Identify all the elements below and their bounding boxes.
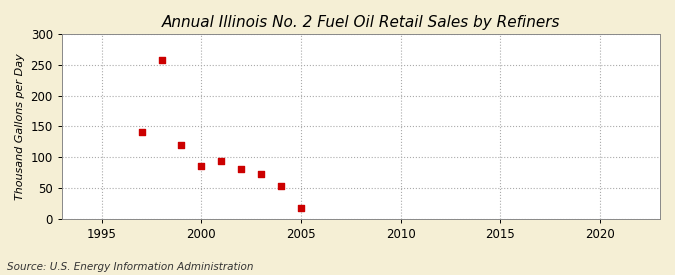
Point	[136, 130, 147, 135]
Point	[216, 159, 227, 164]
Y-axis label: Thousand Gallons per Day: Thousand Gallons per Day	[15, 53, 25, 200]
Point	[256, 172, 267, 177]
Point	[296, 206, 306, 210]
Text: Source: U.S. Energy Information Administration: Source: U.S. Energy Information Administ…	[7, 262, 253, 272]
Point	[236, 167, 246, 172]
Point	[276, 184, 287, 188]
Point	[196, 164, 207, 169]
Point	[156, 58, 167, 62]
Title: Annual Illinois No. 2 Fuel Oil Retail Sales by Refiners: Annual Illinois No. 2 Fuel Oil Retail Sa…	[162, 15, 560, 30]
Point	[176, 143, 187, 147]
